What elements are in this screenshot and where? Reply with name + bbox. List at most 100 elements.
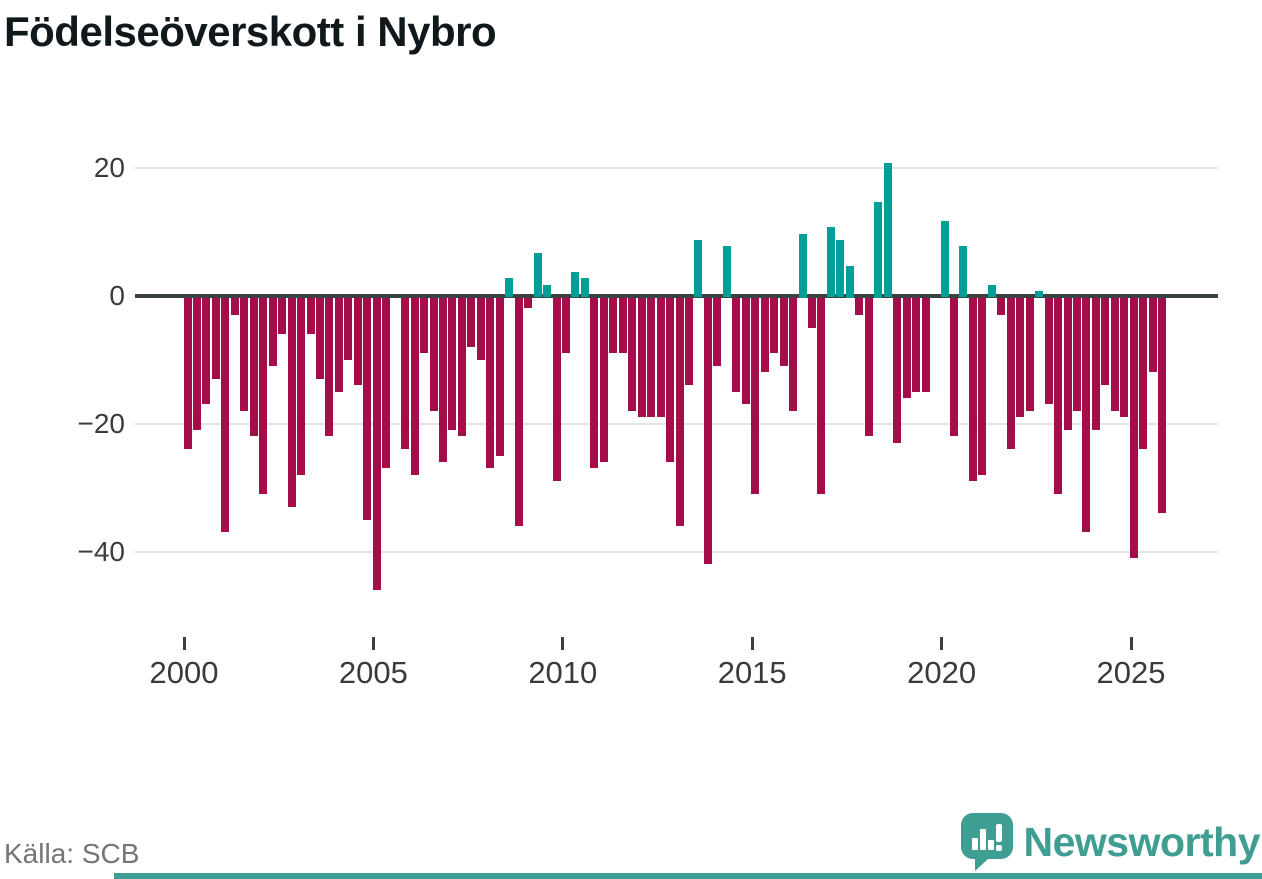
bar-2013q3 [694,239,703,298]
bar-2002q2 [268,297,277,366]
bar-2004q2 [344,297,353,360]
bar-2006q3 [429,297,438,411]
bar-2006q4 [438,297,447,462]
bar-2015q1 [751,297,760,494]
bar-2018q1 [864,297,873,437]
bar-2024q2 [1101,297,1110,386]
bar-2004q4 [363,297,372,520]
bar-2000q2 [192,297,201,430]
bar-2008q4 [514,297,523,526]
bar-2006q1 [410,297,419,475]
x-tick-2015 [750,637,754,650]
gridline-y20 [135,166,1218,169]
x-tick-2005 [371,637,375,650]
y-axis-label-20: 20 [93,151,125,183]
bar-2012q2 [647,297,656,418]
bar-2022q1 [1016,297,1025,418]
brand-strip [114,873,1262,879]
bar-2019q2 [912,297,921,392]
x-axis-label-2010: 2010 [528,655,598,690]
bar-2025q2 [1139,297,1148,450]
bar-2001q2 [230,297,239,315]
bar-2021q1 [978,297,987,475]
bar-2000q3 [202,297,211,405]
bar-2007q2 [457,297,466,437]
bar-2012q4 [666,297,675,462]
source-label: Källa: SCB [4,838,140,869]
bar-2010q4 [590,297,599,469]
brand-logo: Newsworthy [960,812,1261,872]
bar-2022q2 [1025,297,1034,411]
bar-2025q1 [1129,297,1138,558]
x-axis-label-2015: 2015 [717,655,787,690]
bar-2003q2 [306,297,315,334]
bar-2021q3 [997,297,1006,315]
bar-2008q3 [505,278,514,298]
bar-2002q1 [259,297,268,494]
bar-2017q1 [826,227,835,298]
bar-2016q1 [789,297,798,411]
y-axis-label--40: −40 [77,535,126,567]
x-axis-label-2025: 2025 [1096,655,1166,690]
bar-2014q1 [713,297,722,366]
bar-2010q1 [562,297,570,354]
bar-2021q2 [987,284,996,298]
bar-2004q1 [334,297,343,392]
bar-2011q4 [628,297,637,411]
bar-2023q2 [1063,297,1072,430]
bar-2014q3 [732,297,741,392]
x-axis-label-2020: 2020 [907,655,977,690]
y-axis-label-0: 0 [109,279,125,311]
bar-2016q3 [808,297,817,328]
bar-2007q3 [467,297,476,347]
bar-2017q4 [855,297,864,315]
bar-2024q1 [1091,297,1100,430]
bar-2023q4 [1082,297,1091,533]
bar-2005q2 [382,297,391,469]
bar-2020q2 [949,297,958,437]
bar-2020q4 [968,297,977,482]
bar-2020q1 [940,220,949,298]
bar-2013q1 [675,297,684,526]
bar-2011q3 [618,297,627,354]
bar-2018q3 [883,163,892,298]
x-tick-2010 [561,637,565,650]
bar-2024q3 [1110,297,1119,411]
bar-2007q4 [476,297,485,360]
bar-2001q1 [221,297,230,533]
bar-2005q1 [372,297,381,590]
bar-2013q2 [685,297,693,386]
bar-2009q2 [533,252,542,298]
bar-2015q3 [770,297,779,354]
bar-2020q3 [959,246,968,298]
bar-2014q4 [741,297,750,405]
bar-2023q1 [1054,297,1063,494]
bar-2022q4 [1044,297,1053,405]
chart-title: Födelseöverskott i Nybro [4,8,497,55]
bar-2010q3 [580,278,589,298]
bar-2011q2 [609,297,618,354]
bar-2013q4 [703,297,712,565]
newsworthy-bubble-icon [960,813,1013,871]
bar-2025q4 [1158,297,1167,514]
x-axis-label-2000: 2000 [149,655,219,690]
bar-2017q3 [845,265,854,298]
x-tick-2020 [940,637,944,650]
bar-2006q2 [420,297,429,354]
bar-2015q4 [779,297,788,366]
bar-2019q1 [902,297,911,398]
bar-2001q3 [240,297,249,411]
bar-2019q3 [921,297,930,392]
bar-2009q4 [552,297,561,482]
bar-2017q2 [836,239,845,298]
x-axis-label-2005: 2005 [338,655,408,690]
bar-2007q1 [448,297,457,430]
bar-2024q4 [1120,297,1129,418]
brand-name: Newsworthy [1023,818,1261,865]
bar-2023q3 [1072,297,1081,411]
bar-2008q1 [486,297,495,469]
bar-2012q1 [637,297,646,418]
bar-2001q4 [249,297,258,437]
bar-2021q4 [1006,297,1015,450]
bar-2018q4 [893,297,902,443]
